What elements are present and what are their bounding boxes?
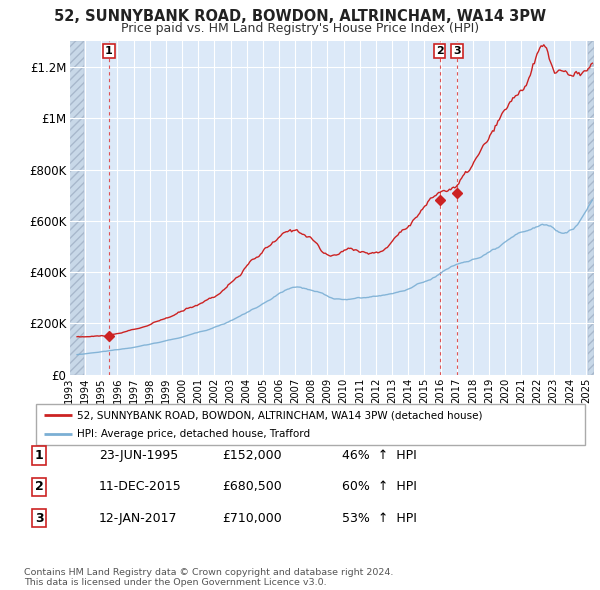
Text: 52, SUNNYBANK ROAD, BOWDON, ALTRINCHAM, WA14 3PW (detached house): 52, SUNNYBANK ROAD, BOWDON, ALTRINCHAM, …: [77, 410, 482, 420]
Text: 12-JAN-2017: 12-JAN-2017: [99, 512, 178, 525]
Text: £710,000: £710,000: [222, 512, 282, 525]
Text: 23-JUN-1995: 23-JUN-1995: [99, 449, 178, 462]
Text: 3: 3: [454, 46, 461, 56]
Text: £152,000: £152,000: [222, 449, 281, 462]
Text: 2: 2: [436, 46, 443, 56]
Text: 52, SUNNYBANK ROAD, BOWDON, ALTRINCHAM, WA14 3PW: 52, SUNNYBANK ROAD, BOWDON, ALTRINCHAM, …: [54, 9, 546, 24]
Text: £680,500: £680,500: [222, 480, 282, 493]
Text: Price paid vs. HM Land Registry's House Price Index (HPI): Price paid vs. HM Land Registry's House …: [121, 22, 479, 35]
FancyBboxPatch shape: [36, 404, 585, 445]
Text: 11-DEC-2015: 11-DEC-2015: [99, 480, 182, 493]
Text: 1: 1: [105, 46, 113, 56]
Text: Contains HM Land Registry data © Crown copyright and database right 2024.
This d: Contains HM Land Registry data © Crown c…: [24, 568, 394, 587]
Text: 3: 3: [35, 512, 43, 525]
Text: 1: 1: [35, 449, 43, 462]
Text: HPI: Average price, detached house, Trafford: HPI: Average price, detached house, Traf…: [77, 430, 310, 440]
Text: 2: 2: [35, 480, 43, 493]
Text: 53%  ↑  HPI: 53% ↑ HPI: [342, 512, 417, 525]
Text: 60%  ↑  HPI: 60% ↑ HPI: [342, 480, 417, 493]
Text: 46%  ↑  HPI: 46% ↑ HPI: [342, 449, 417, 462]
